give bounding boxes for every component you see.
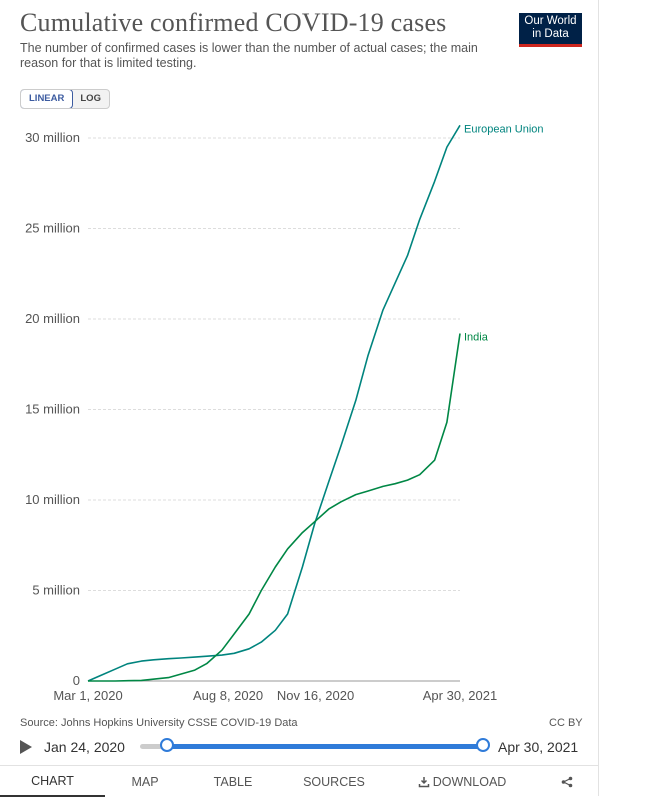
log-scale-button[interactable]: LOG [80,93,101,104]
timeline: Jan 24, 2020 Apr 30, 2021 [20,736,590,758]
x-tick-label: Apr 30, 2021 [423,688,497,703]
timeline-end-label: Apr 30, 2021 [498,739,579,755]
chart-subtitle: The number of confirmed cases is lower t… [20,41,478,70]
chart-frame [598,0,599,796]
timeline-end-handle[interactable] [476,738,490,752]
tab-chart-label: CHART [31,773,74,788]
download-icon [418,776,429,787]
y-tick-label: 30 million [25,130,80,145]
y-tick-label: 15 million [25,402,80,417]
logo-line-2: in Data [532,28,569,40]
tab-bar: CHART MAP TABLE SOURCES DOWNLOAD [0,765,598,797]
series-label-india: India [464,331,489,343]
y-tick-label: 0 [73,673,80,688]
tab-map-label: MAP [131,774,159,789]
owid-logo[interactable]: Our World in Data [519,13,582,47]
tab-sources[interactable]: SOURCES [281,766,387,797]
timeline-start-handle[interactable] [160,738,174,752]
line-chart: 0 5 million 10 million 15 million 20 million… [25,123,544,703]
tab-download-label: DOWNLOAD [432,774,507,789]
tab-map[interactable]: MAP [105,766,185,797]
y-tick-label: 20 million [25,311,80,326]
share-button[interactable] [537,766,597,797]
tab-table[interactable]: TABLE [185,766,281,797]
tab-sources-label: SOURCES [303,774,365,789]
series-line-india [88,333,461,682]
series-label-european-union: European Union [464,123,544,135]
logo-line-1: Our World [524,15,577,27]
tab-chart[interactable]: CHART [0,766,105,797]
scale-toggle: LINEAR LOG [20,89,110,109]
play-icon[interactable] [20,740,32,754]
source-note[interactable]: Source: Johns Hopkins University CSSE CO… [20,717,298,729]
timeline-start-label: Jan 24, 2020 [44,739,125,755]
tab-download[interactable]: DOWNLOAD [387,766,537,797]
x-tick-label: Nov 16, 2020 [277,688,354,703]
timeline-selected-range [167,744,483,749]
license-link[interactable]: CC BY [549,717,583,729]
x-tick-label: Aug 8, 2020 [193,688,263,703]
y-tick-label: 10 million [25,492,80,507]
y-tick-label: 5 million [32,583,80,598]
series-line-european-union [87,124,461,682]
linear-scale-button[interactable]: LINEAR [20,90,74,108]
x-tick-label: Mar 1, 2020 [53,688,122,703]
chart-title: Cumulative confirmed COVID-19 cases [20,8,447,37]
share-icon [561,776,573,787]
tab-table-label: TABLE [213,774,253,789]
y-tick-label: 25 million [25,221,80,236]
